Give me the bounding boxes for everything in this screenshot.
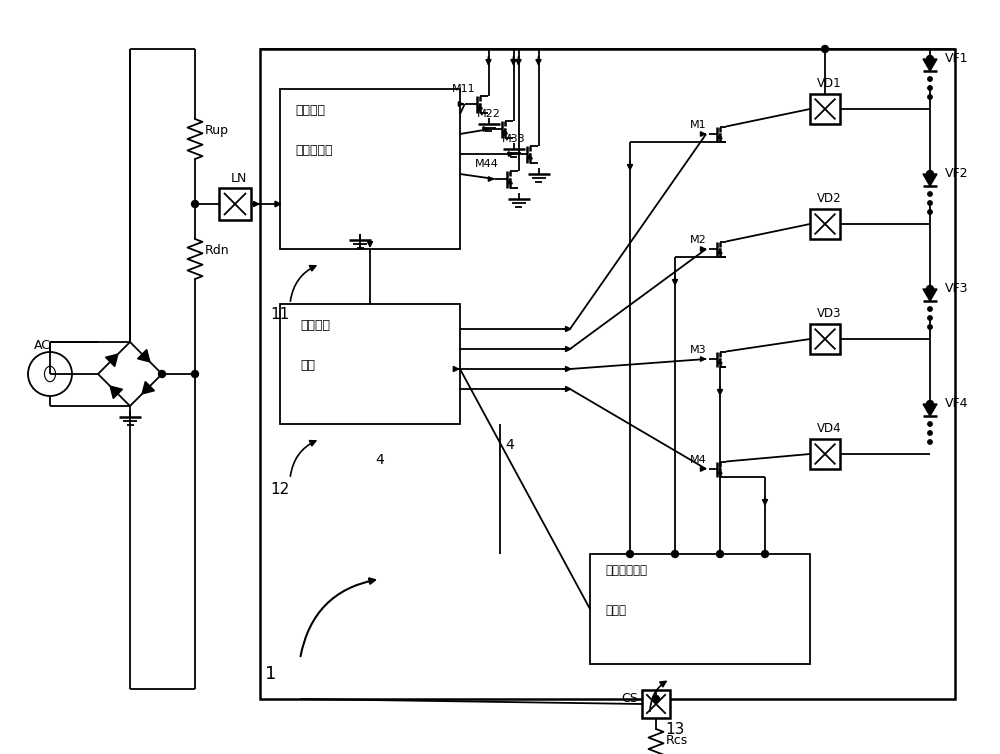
Polygon shape bbox=[923, 174, 937, 186]
Text: M3: M3 bbox=[690, 345, 707, 355]
Circle shape bbox=[822, 45, 828, 53]
Text: 多通道电流检: 多通道电流检 bbox=[605, 564, 647, 577]
Circle shape bbox=[928, 440, 932, 444]
Bar bbox=[280, 89, 460, 249]
Circle shape bbox=[926, 400, 934, 407]
Polygon shape bbox=[110, 386, 122, 398]
Bar bbox=[219, 188, 251, 220]
Circle shape bbox=[192, 370, 198, 378]
Text: CS: CS bbox=[621, 692, 638, 705]
Text: VF4: VF4 bbox=[945, 397, 968, 410]
Circle shape bbox=[716, 550, 724, 557]
Circle shape bbox=[928, 307, 932, 311]
Text: VF1: VF1 bbox=[945, 52, 968, 65]
Circle shape bbox=[926, 286, 934, 293]
Bar bbox=[280, 304, 460, 424]
Circle shape bbox=[928, 95, 932, 100]
Text: 4: 4 bbox=[375, 453, 384, 467]
Text: VF2: VF2 bbox=[945, 167, 968, 180]
Circle shape bbox=[928, 210, 932, 214]
Circle shape bbox=[652, 695, 660, 703]
Text: 12: 12 bbox=[270, 482, 289, 497]
Text: 恒流控制: 恒流控制 bbox=[300, 319, 330, 332]
Text: 比较器及: 比较器及 bbox=[295, 104, 325, 117]
Text: VD3: VD3 bbox=[817, 307, 842, 320]
Circle shape bbox=[928, 421, 932, 426]
Bar bbox=[260, 49, 955, 699]
Polygon shape bbox=[923, 59, 937, 71]
Bar bbox=[590, 554, 810, 664]
Text: 1: 1 bbox=[265, 665, 276, 683]
Circle shape bbox=[928, 86, 932, 90]
Circle shape bbox=[928, 77, 932, 81]
Circle shape bbox=[928, 325, 932, 329]
Bar bbox=[642, 690, 670, 718]
Text: 通道选择器: 通道选择器 bbox=[295, 144, 332, 157]
Bar bbox=[810, 439, 840, 469]
Circle shape bbox=[926, 56, 934, 63]
Text: AC: AC bbox=[34, 339, 51, 352]
Text: M2: M2 bbox=[690, 235, 707, 245]
Text: Rdn: Rdn bbox=[205, 244, 230, 257]
Text: Rcs: Rcs bbox=[666, 734, 688, 747]
Bar bbox=[810, 324, 840, 354]
Polygon shape bbox=[923, 404, 937, 416]
Text: M4: M4 bbox=[690, 455, 707, 465]
Polygon shape bbox=[142, 382, 154, 394]
Circle shape bbox=[672, 550, 678, 557]
Circle shape bbox=[626, 550, 634, 557]
Polygon shape bbox=[138, 350, 150, 362]
Text: 13: 13 bbox=[665, 722, 684, 737]
Text: M1: M1 bbox=[690, 120, 707, 130]
Text: 测模块: 测模块 bbox=[605, 604, 626, 617]
Circle shape bbox=[928, 192, 932, 196]
Circle shape bbox=[928, 316, 932, 320]
Text: M44: M44 bbox=[475, 159, 499, 169]
Text: VD2: VD2 bbox=[817, 192, 842, 205]
Text: VF3: VF3 bbox=[945, 282, 968, 295]
Text: 4: 4 bbox=[505, 438, 514, 452]
Text: 11: 11 bbox=[270, 307, 289, 322]
Circle shape bbox=[928, 431, 932, 435]
Text: LN: LN bbox=[231, 172, 247, 185]
Text: M11: M11 bbox=[452, 84, 476, 94]
Circle shape bbox=[158, 370, 166, 378]
Polygon shape bbox=[106, 354, 118, 366]
Bar bbox=[810, 209, 840, 239]
Circle shape bbox=[928, 201, 932, 205]
Text: VD1: VD1 bbox=[817, 77, 842, 90]
Circle shape bbox=[192, 201, 198, 207]
Bar bbox=[810, 94, 840, 124]
Polygon shape bbox=[923, 289, 937, 301]
Text: M22: M22 bbox=[477, 109, 501, 119]
Circle shape bbox=[926, 170, 934, 177]
Circle shape bbox=[762, 550, 768, 557]
Text: M33: M33 bbox=[502, 134, 526, 144]
Text: Rup: Rup bbox=[205, 124, 229, 137]
Text: VD4: VD4 bbox=[817, 422, 842, 435]
Text: 模块: 模块 bbox=[300, 359, 315, 372]
